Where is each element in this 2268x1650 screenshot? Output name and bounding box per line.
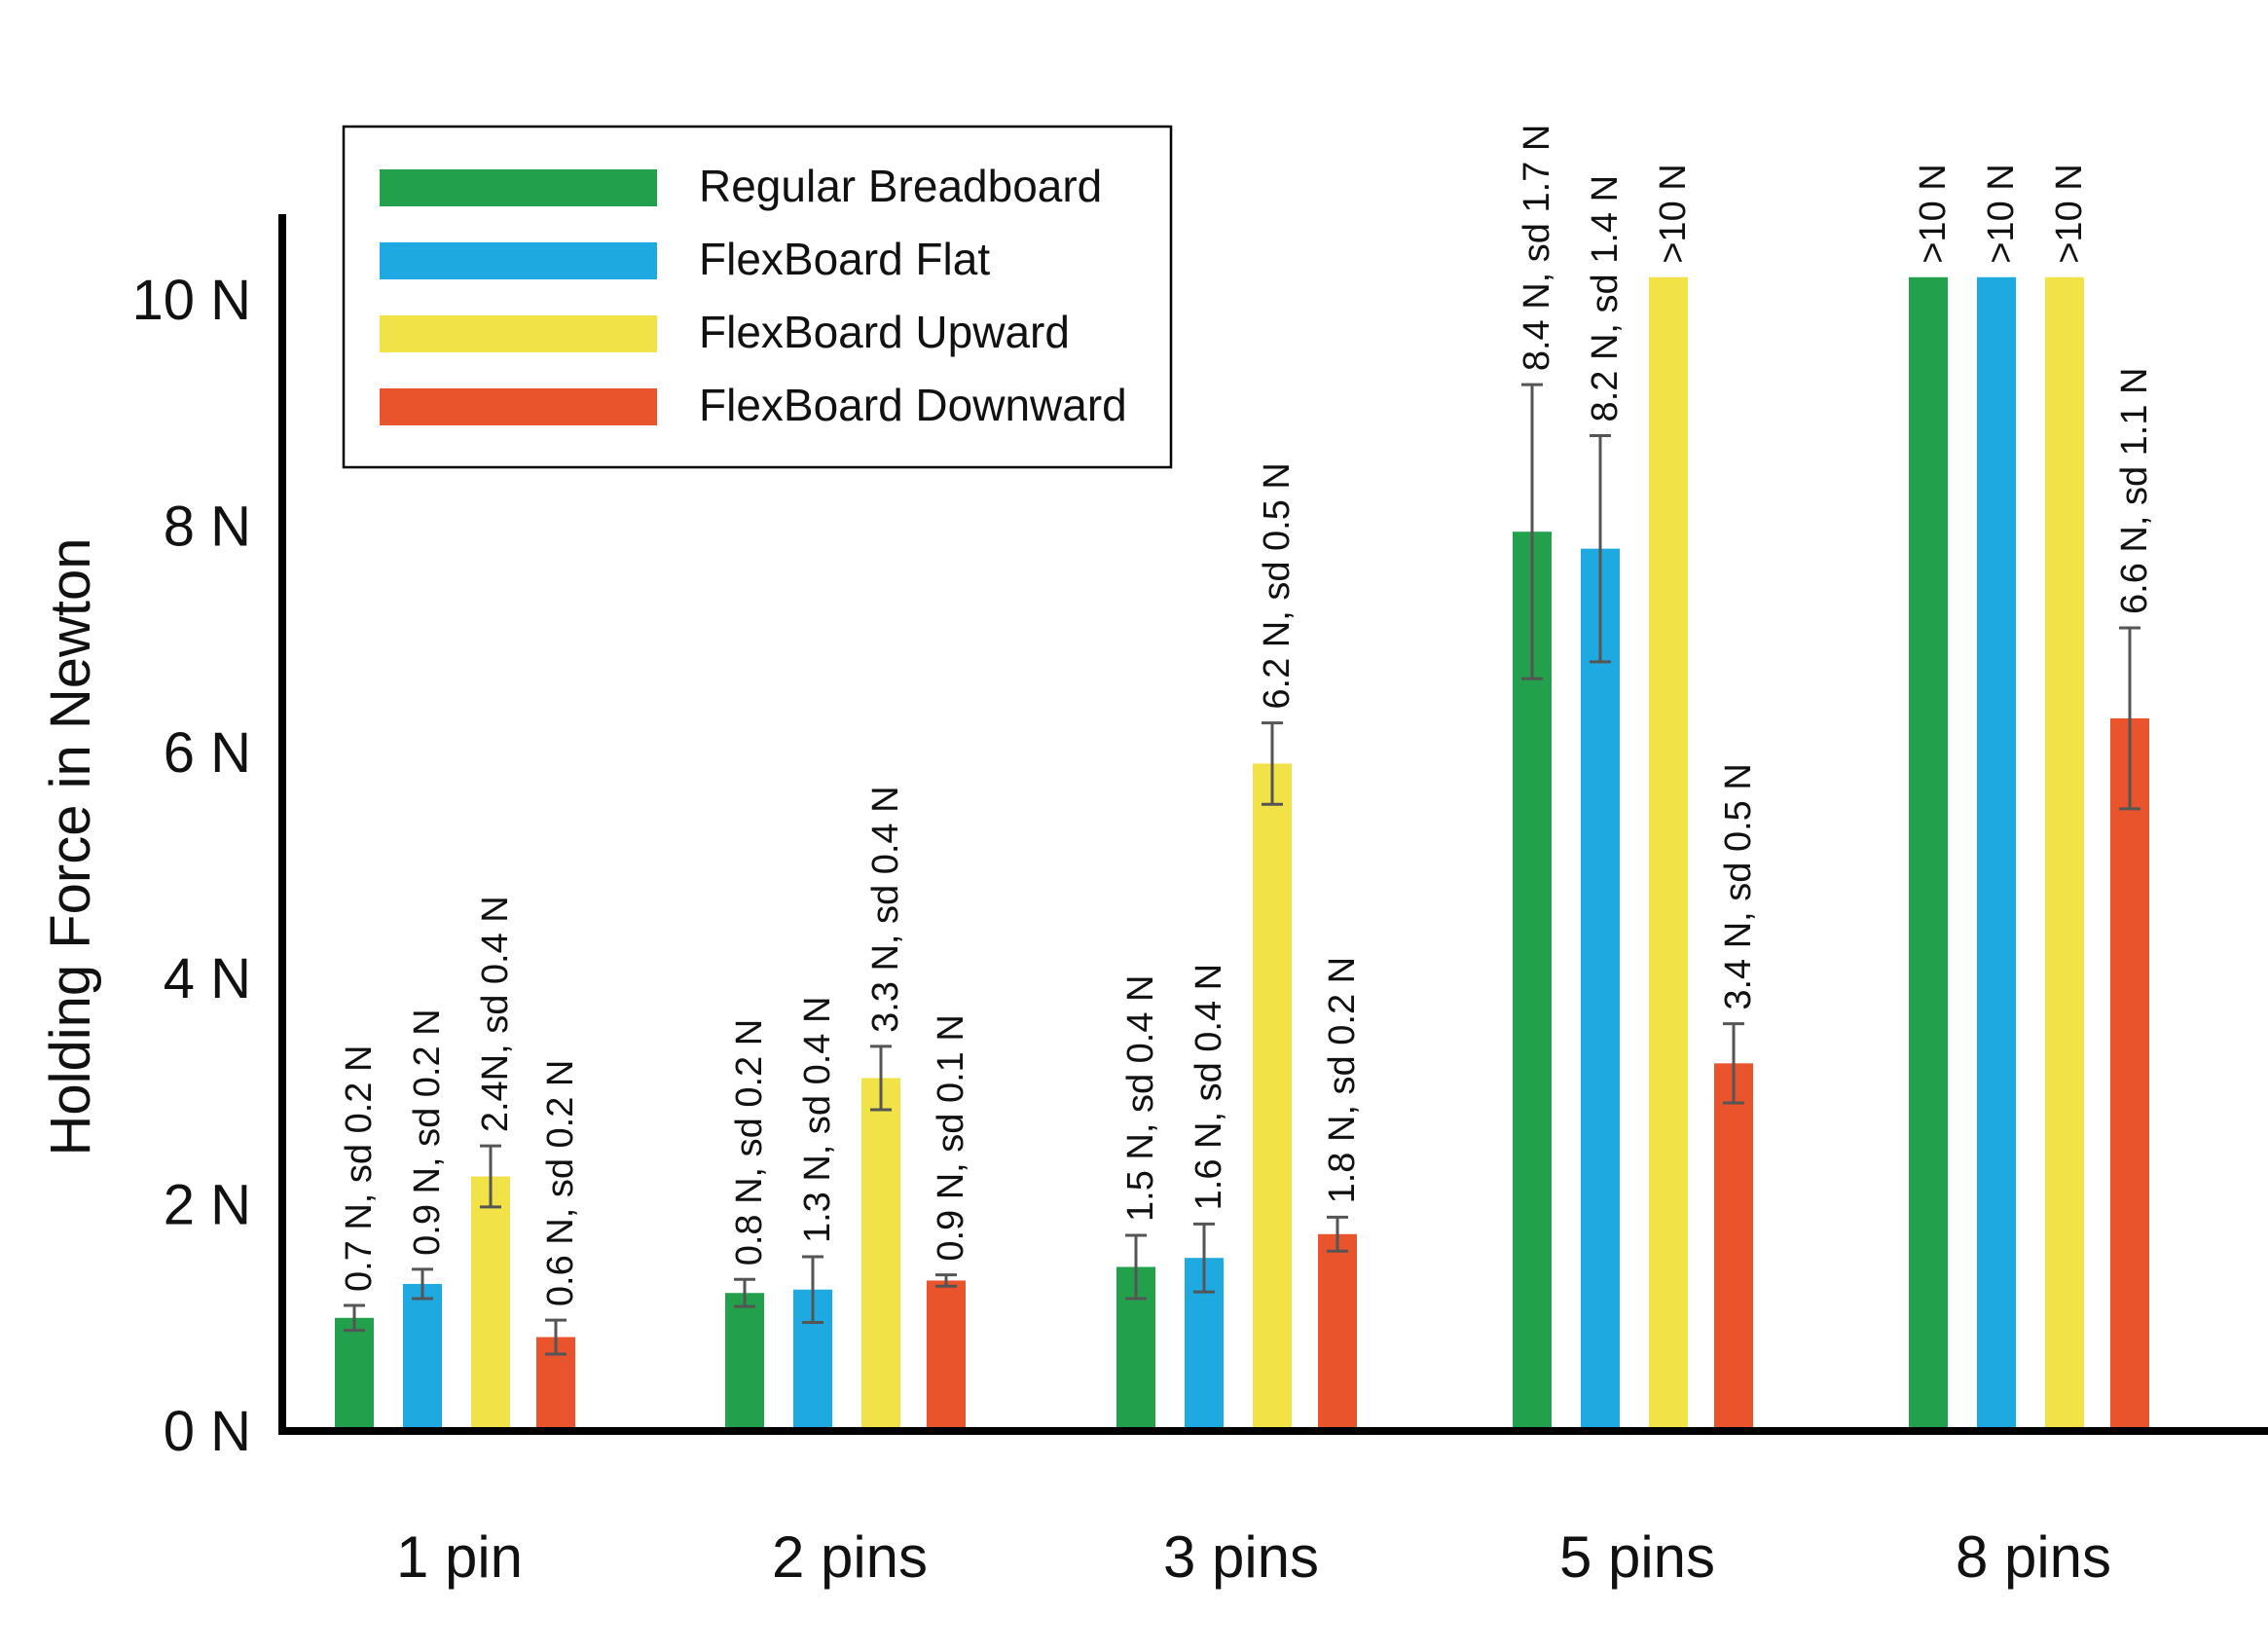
bar	[471, 1176, 510, 1431]
legend-swatch	[380, 169, 657, 206]
x-category-label: 3 pins	[1163, 1524, 1319, 1590]
y-tick-label: 0 N	[164, 1400, 251, 1463]
legend-label: FlexBoard Upward	[699, 307, 1070, 357]
bar	[1649, 276, 1688, 1431]
data-label: >10 N	[2049, 164, 2090, 263]
error-bar	[480, 1144, 501, 1209]
data-label: 8.2 N, sd 1.4 N	[1585, 175, 1626, 422]
x-category-label: 5 pins	[1559, 1524, 1715, 1590]
bar	[725, 1293, 764, 1431]
data-label: 6.6 N, sd 1.1 N	[2114, 368, 2155, 614]
legend-label: Regular Breadboard	[699, 161, 1102, 211]
legend-swatch	[380, 388, 657, 425]
error-bar	[1193, 1222, 1215, 1294]
error-bar	[1723, 1022, 1744, 1105]
y-tick-label: 2 N	[164, 1174, 251, 1237]
bar	[1513, 532, 1552, 1431]
data-label: 2.4N, sd 0.4 N	[475, 896, 516, 1132]
data-label: 3.4 N, sd 0.5 N	[1718, 763, 1759, 1009]
error-bar	[734, 1277, 755, 1308]
x-categories-layer: 1 pin 2 pins 3 pins 5 pins 8 pins	[396, 1524, 2111, 1590]
error-bar	[344, 1303, 365, 1333]
bar	[927, 1280, 966, 1431]
value-labels-layer: 0.7 N, sd 0.2 N 0.8 N, sd 0.2 N 1.5 N, sd …	[339, 125, 2155, 1306]
y-tick-label: 10 N	[131, 269, 251, 332]
bar	[1714, 1063, 1753, 1431]
legend: Regular Breadboard FlexBoard Flat FlexBoar…	[342, 125, 1173, 469]
x-category-label: 2 pins	[772, 1524, 928, 1590]
data-label: 1.3 N, sd 0.4 N	[797, 997, 838, 1243]
data-label: 6.2 N, sd 0.5 N	[1257, 462, 1298, 709]
error-bar	[2119, 626, 2140, 811]
error-bar	[802, 1255, 823, 1324]
data-label: 8.4 N, sd 1.7 N	[1517, 125, 1557, 371]
data-label: 0.9 N, sd 0.1 N	[931, 1014, 971, 1261]
bar	[1909, 276, 1948, 1431]
legend-swatch	[380, 242, 657, 279]
error-bar	[870, 1045, 892, 1112]
x-category-label: 8 pins	[1956, 1524, 2111, 1590]
x-category-label: 1 pin	[396, 1524, 523, 1590]
legend-label: FlexBoard Downward	[699, 380, 1127, 430]
data-label: >10 N	[1653, 164, 1694, 263]
data-label: 0.7 N, sd 0.2 N	[339, 1045, 380, 1292]
bar	[403, 1283, 442, 1431]
data-label: 3.3 N, sd 0.4 N	[865, 786, 906, 1032]
y-tick-label: 6 N	[164, 721, 251, 785]
axes-layer	[278, 214, 2268, 1435]
bar	[335, 1317, 374, 1431]
bar	[1253, 763, 1292, 1431]
data-label: >10 N	[1981, 164, 2022, 263]
bar	[861, 1078, 900, 1431]
data-label: 1.5 N, sd 0.4 N	[1120, 975, 1161, 1222]
data-label: 0.6 N, sd 0.2 N	[540, 1060, 581, 1306]
error-bar	[412, 1267, 433, 1301]
error-bar	[935, 1273, 957, 1288]
y-tick-label: 4 N	[164, 947, 251, 1010]
bar	[1581, 548, 1620, 1431]
data-label: 0.9 N, sd 0.2 N	[407, 1008, 448, 1255]
bar	[2045, 276, 2084, 1431]
bar	[2110, 717, 2149, 1431]
error-bar	[1327, 1215, 1348, 1253]
error-bar	[1262, 721, 1283, 806]
error-bar	[545, 1318, 567, 1356]
error-bar	[1521, 383, 1543, 680]
y-tick-label: 8 N	[164, 495, 251, 558]
bars-layer	[335, 276, 2149, 1431]
bar	[1318, 1233, 1357, 1431]
y-axis-title: Holding Force in Newton	[39, 537, 102, 1155]
legend-swatch	[380, 315, 657, 352]
data-label: 1.6 N, sd 0.4 N	[1189, 964, 1229, 1210]
data-label: >10 N	[1913, 164, 1954, 263]
error-bar	[1590, 433, 1611, 664]
data-label: 1.8 N, sd 0.2 N	[1322, 957, 1363, 1203]
legend-label: FlexBoard Flat	[699, 234, 990, 284]
bar	[1977, 276, 2016, 1431]
data-label: 0.8 N, sd 0.2 N	[729, 1019, 770, 1265]
error-bar	[1125, 1233, 1147, 1301]
y-ticks-layer: 0 N 2 N 4 N 6 N 8 N 10 N	[131, 269, 251, 1463]
